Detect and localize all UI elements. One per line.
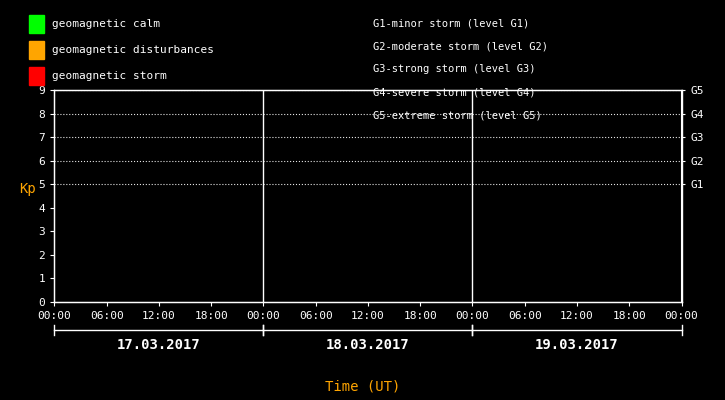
Text: G3-strong storm (level G3): G3-strong storm (level G3)	[373, 64, 536, 74]
Text: geomagnetic calm: geomagnetic calm	[52, 19, 160, 29]
Text: Time (UT): Time (UT)	[325, 380, 400, 394]
Text: 18.03.2017: 18.03.2017	[326, 338, 410, 352]
Text: 19.03.2017: 19.03.2017	[535, 338, 619, 352]
Text: geomagnetic disturbances: geomagnetic disturbances	[52, 45, 214, 55]
Y-axis label: Kp: Kp	[19, 182, 36, 196]
Text: geomagnetic storm: geomagnetic storm	[52, 71, 167, 81]
Text: G5-extreme storm (level G5): G5-extreme storm (level G5)	[373, 111, 542, 121]
Text: 17.03.2017: 17.03.2017	[117, 338, 201, 352]
Text: G2-moderate storm (level G2): G2-moderate storm (level G2)	[373, 41, 548, 51]
Text: G1-minor storm (level G1): G1-minor storm (level G1)	[373, 18, 530, 28]
Text: G4-severe storm (level G4): G4-severe storm (level G4)	[373, 88, 536, 98]
